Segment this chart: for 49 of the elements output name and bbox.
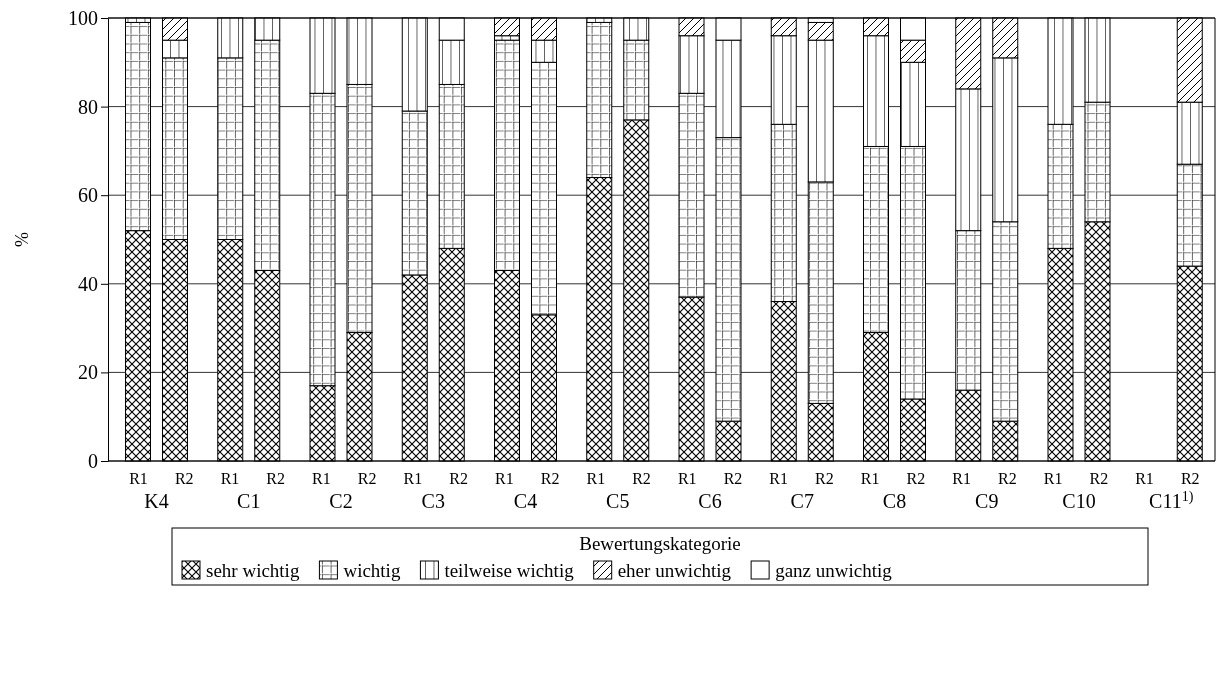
- text: K4: [144, 490, 169, 512]
- y-tick-label: 60: [78, 184, 98, 207]
- x-tick-label: R1: [312, 470, 331, 488]
- legend-label: eher unwichtig: [617, 560, 732, 581]
- y-tick-label: 0: [88, 449, 98, 472]
- text: C4: [513, 490, 538, 512]
- x-tick-label: R2: [266, 470, 286, 488]
- text: C6: [698, 490, 722, 512]
- legend-label: teilweise wichtig: [444, 560, 575, 581]
- x-tick-label: R2: [632, 470, 651, 488]
- legend-label: wichtig: [343, 560, 401, 581]
- x-tick-label: R1: [769, 470, 789, 488]
- y-tick-label: 40: [78, 272, 98, 295]
- x-tick-label: R2: [906, 470, 926, 488]
- x-tick-label: R1: [403, 470, 423, 488]
- y-tick-label: 20: [78, 361, 98, 384]
- x-tick-label: R2: [449, 470, 468, 488]
- text: C5: [606, 490, 630, 512]
- x-tick-label: R2: [815, 470, 834, 488]
- x-tick-label: R1: [1043, 470, 1063, 488]
- legend-label: sehr wichtig: [206, 560, 300, 581]
- x-tick-label: R1: [677, 470, 697, 488]
- x-tick-label: R2: [1089, 470, 1109, 488]
- x-tick-label: R2: [723, 470, 743, 488]
- text: C2: [329, 490, 353, 512]
- y-tick-label: 100: [68, 6, 98, 29]
- x-tick-label: R1: [129, 470, 148, 488]
- x-tick-label: R1: [494, 470, 514, 488]
- text: C1: [237, 490, 261, 512]
- text: C3: [421, 490, 445, 512]
- x-tick-label: R1: [860, 470, 880, 488]
- y-axis-title: %: [12, 232, 32, 247]
- x-tick-label: R1: [952, 470, 971, 488]
- text: C7: [790, 490, 814, 512]
- text: C11$^{1)}$: [1149, 488, 1194, 512]
- text: C10: [1062, 490, 1096, 512]
- x-tick-label: R2: [540, 470, 560, 488]
- x-tick-label: R2: [357, 470, 377, 488]
- legend-title: Bewertungskategorie: [579, 533, 741, 554]
- x-tick-label: R2: [998, 470, 1017, 488]
- y-tick-label: 80: [78, 95, 98, 118]
- x-tick-label: R2: [1180, 470, 1200, 488]
- legend-label: ganz unwichtig: [775, 560, 893, 581]
- x-tick-label: R1: [586, 470, 606, 488]
- x-tick-label: R1: [1135, 470, 1154, 488]
- text: C8: [882, 490, 907, 512]
- text: C9: [975, 490, 999, 512]
- x-tick-label: R2: [174, 470, 194, 488]
- x-tick-label: R1: [220, 470, 240, 488]
